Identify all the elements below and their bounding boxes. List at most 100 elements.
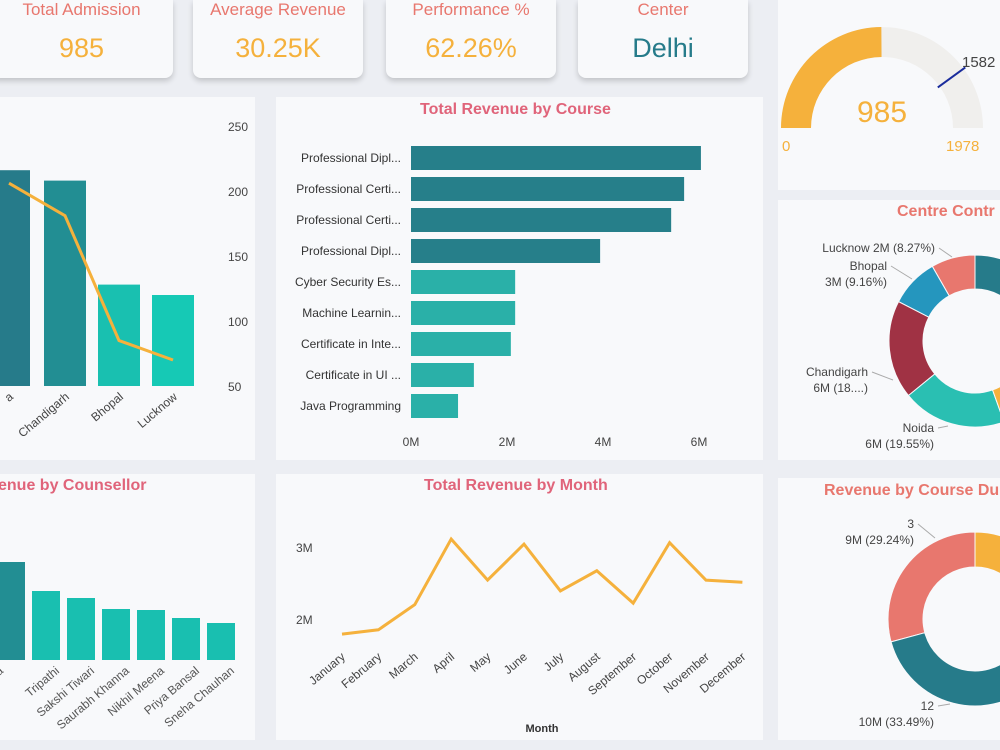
donut-chart bbox=[887, 531, 1000, 707]
kpi-label: Average Revenue bbox=[210, 0, 346, 19]
donut-slice bbox=[890, 632, 1000, 707]
x-tick-label: 4M bbox=[595, 435, 612, 449]
y-tick-label: Machine Learnin... bbox=[302, 306, 401, 320]
kpi-center: Center Delhi bbox=[578, 0, 748, 78]
x-tick-label: Bhopal bbox=[88, 390, 126, 425]
leader-line bbox=[871, 371, 894, 381]
y-tick-label: Certificate in UI ... bbox=[306, 368, 401, 382]
x-tick-label: June bbox=[501, 649, 530, 677]
kpi-total-admission: Total Admission 985 bbox=[0, 0, 173, 78]
kpi-value: 985 bbox=[58, 33, 105, 63]
slice-label: Chandigarh bbox=[806, 365, 868, 379]
gauge-fill bbox=[781, 27, 882, 129]
kpi-average-revenue: Average Revenue 30.25K bbox=[193, 0, 363, 78]
bar bbox=[411, 332, 511, 356]
x-tick-label: May bbox=[467, 650, 493, 675]
y-tick-label: Professional Dipl... bbox=[301, 151, 401, 165]
y-tick-label: 3M bbox=[296, 541, 313, 555]
slice-value: 3M (9.16%) bbox=[825, 275, 887, 289]
y-tick-label: 200 bbox=[228, 185, 248, 199]
y-tick-label: 100 bbox=[228, 315, 248, 329]
y-tick-label: 2M bbox=[296, 613, 313, 627]
donut-slice bbox=[974, 254, 1000, 297]
kpi-value: 30.25K bbox=[235, 33, 321, 63]
y-tick-label: Certificate in Inte... bbox=[301, 337, 401, 351]
bar bbox=[411, 177, 685, 201]
slice-value: 10M (33.49%) bbox=[859, 715, 934, 729]
x-tick-label: July bbox=[541, 650, 566, 674]
bar bbox=[411, 208, 672, 232]
donut-slice bbox=[991, 385, 1000, 413]
bar bbox=[411, 363, 474, 387]
y-tick-label: Professional Dipl... bbox=[301, 244, 401, 258]
gauge-value: 985 bbox=[857, 96, 907, 129]
bar bbox=[98, 284, 140, 386]
slice-value: 9M (29.24%) bbox=[845, 533, 914, 547]
bar bbox=[411, 146, 701, 170]
leader-line bbox=[890, 265, 913, 280]
y-tick-label: Cyber Security Es... bbox=[295, 275, 401, 289]
chart-title: enue by Counsellor bbox=[0, 477, 147, 494]
bar bbox=[411, 270, 516, 294]
kpi-performance: Performance % 62.26% bbox=[386, 0, 556, 78]
gauge-max: 1978 bbox=[946, 138, 979, 155]
line-series bbox=[8, 181, 174, 362]
line-series bbox=[341, 536, 743, 636]
chart-title: Centre Contr bbox=[897, 203, 995, 220]
slice-label: 12 bbox=[921, 699, 935, 713]
bar bbox=[411, 394, 459, 418]
leader-line bbox=[937, 703, 951, 707]
donut-chart bbox=[888, 254, 1000, 428]
x-tick-label: Chandigarh bbox=[15, 390, 72, 441]
chart-title: Total Revenue by Month bbox=[424, 477, 608, 494]
y-tick-label: 50 bbox=[228, 380, 242, 394]
month-revenue-panel: Total Revenue by Month bbox=[276, 474, 763, 740]
kpi-label: Center bbox=[637, 0, 689, 19]
bar bbox=[411, 301, 516, 325]
y-tick-label: Java Programming bbox=[300, 399, 401, 413]
y-tick-label: Professional Certi... bbox=[296, 182, 401, 196]
bar bbox=[137, 610, 165, 660]
kpi-label: Total Admission bbox=[22, 0, 141, 19]
leader-line bbox=[937, 425, 949, 429]
centre-bar-line-panel bbox=[0, 97, 255, 460]
kpi-value: 62.26% bbox=[425, 33, 517, 63]
leader-line bbox=[917, 523, 936, 539]
slice-value: 6M (18....) bbox=[813, 381, 868, 395]
y-tick-label: 250 bbox=[228, 120, 248, 134]
x-tick-label: 6M bbox=[691, 435, 708, 449]
x-axis-label: Month bbox=[526, 723, 559, 735]
gauge-min: 0 bbox=[782, 138, 790, 155]
x-tick-label: February bbox=[339, 650, 385, 692]
bar bbox=[67, 598, 95, 660]
leader-line bbox=[938, 247, 953, 258]
gauge-target-label: 1582 bbox=[962, 54, 995, 71]
kpi-label: Performance % bbox=[412, 0, 530, 19]
kpi-value: Delhi bbox=[632, 33, 694, 63]
bar bbox=[152, 295, 194, 386]
bar bbox=[32, 591, 60, 660]
donut-slice bbox=[974, 531, 1000, 575]
bar bbox=[411, 239, 601, 263]
gauge-target-marker bbox=[937, 66, 966, 89]
chart-title: Total Revenue by Course bbox=[420, 101, 611, 118]
slice-label: Noida bbox=[903, 421, 935, 435]
bar bbox=[44, 180, 86, 386]
x-tick-label: March bbox=[386, 650, 421, 682]
y-tick-label: Professional Certi... bbox=[296, 213, 401, 227]
y-tick-label: 150 bbox=[228, 250, 248, 264]
bar bbox=[0, 562, 25, 660]
x-tick-label: a bbox=[0, 663, 6, 678]
bar bbox=[102, 609, 130, 660]
chart-title: Revenue by Course Du bbox=[824, 482, 1000, 499]
donut-slice bbox=[907, 373, 1000, 428]
donut-slice bbox=[887, 531, 976, 643]
bar bbox=[0, 170, 30, 386]
bar bbox=[172, 618, 200, 660]
slice-label: Lucknow 2M (8.27%) bbox=[822, 241, 935, 255]
slice-label: 3 bbox=[907, 517, 914, 531]
x-tick-label: 2M bbox=[499, 435, 516, 449]
x-tick-label: Lucknow bbox=[135, 389, 181, 430]
x-tick-label: April bbox=[430, 650, 457, 676]
